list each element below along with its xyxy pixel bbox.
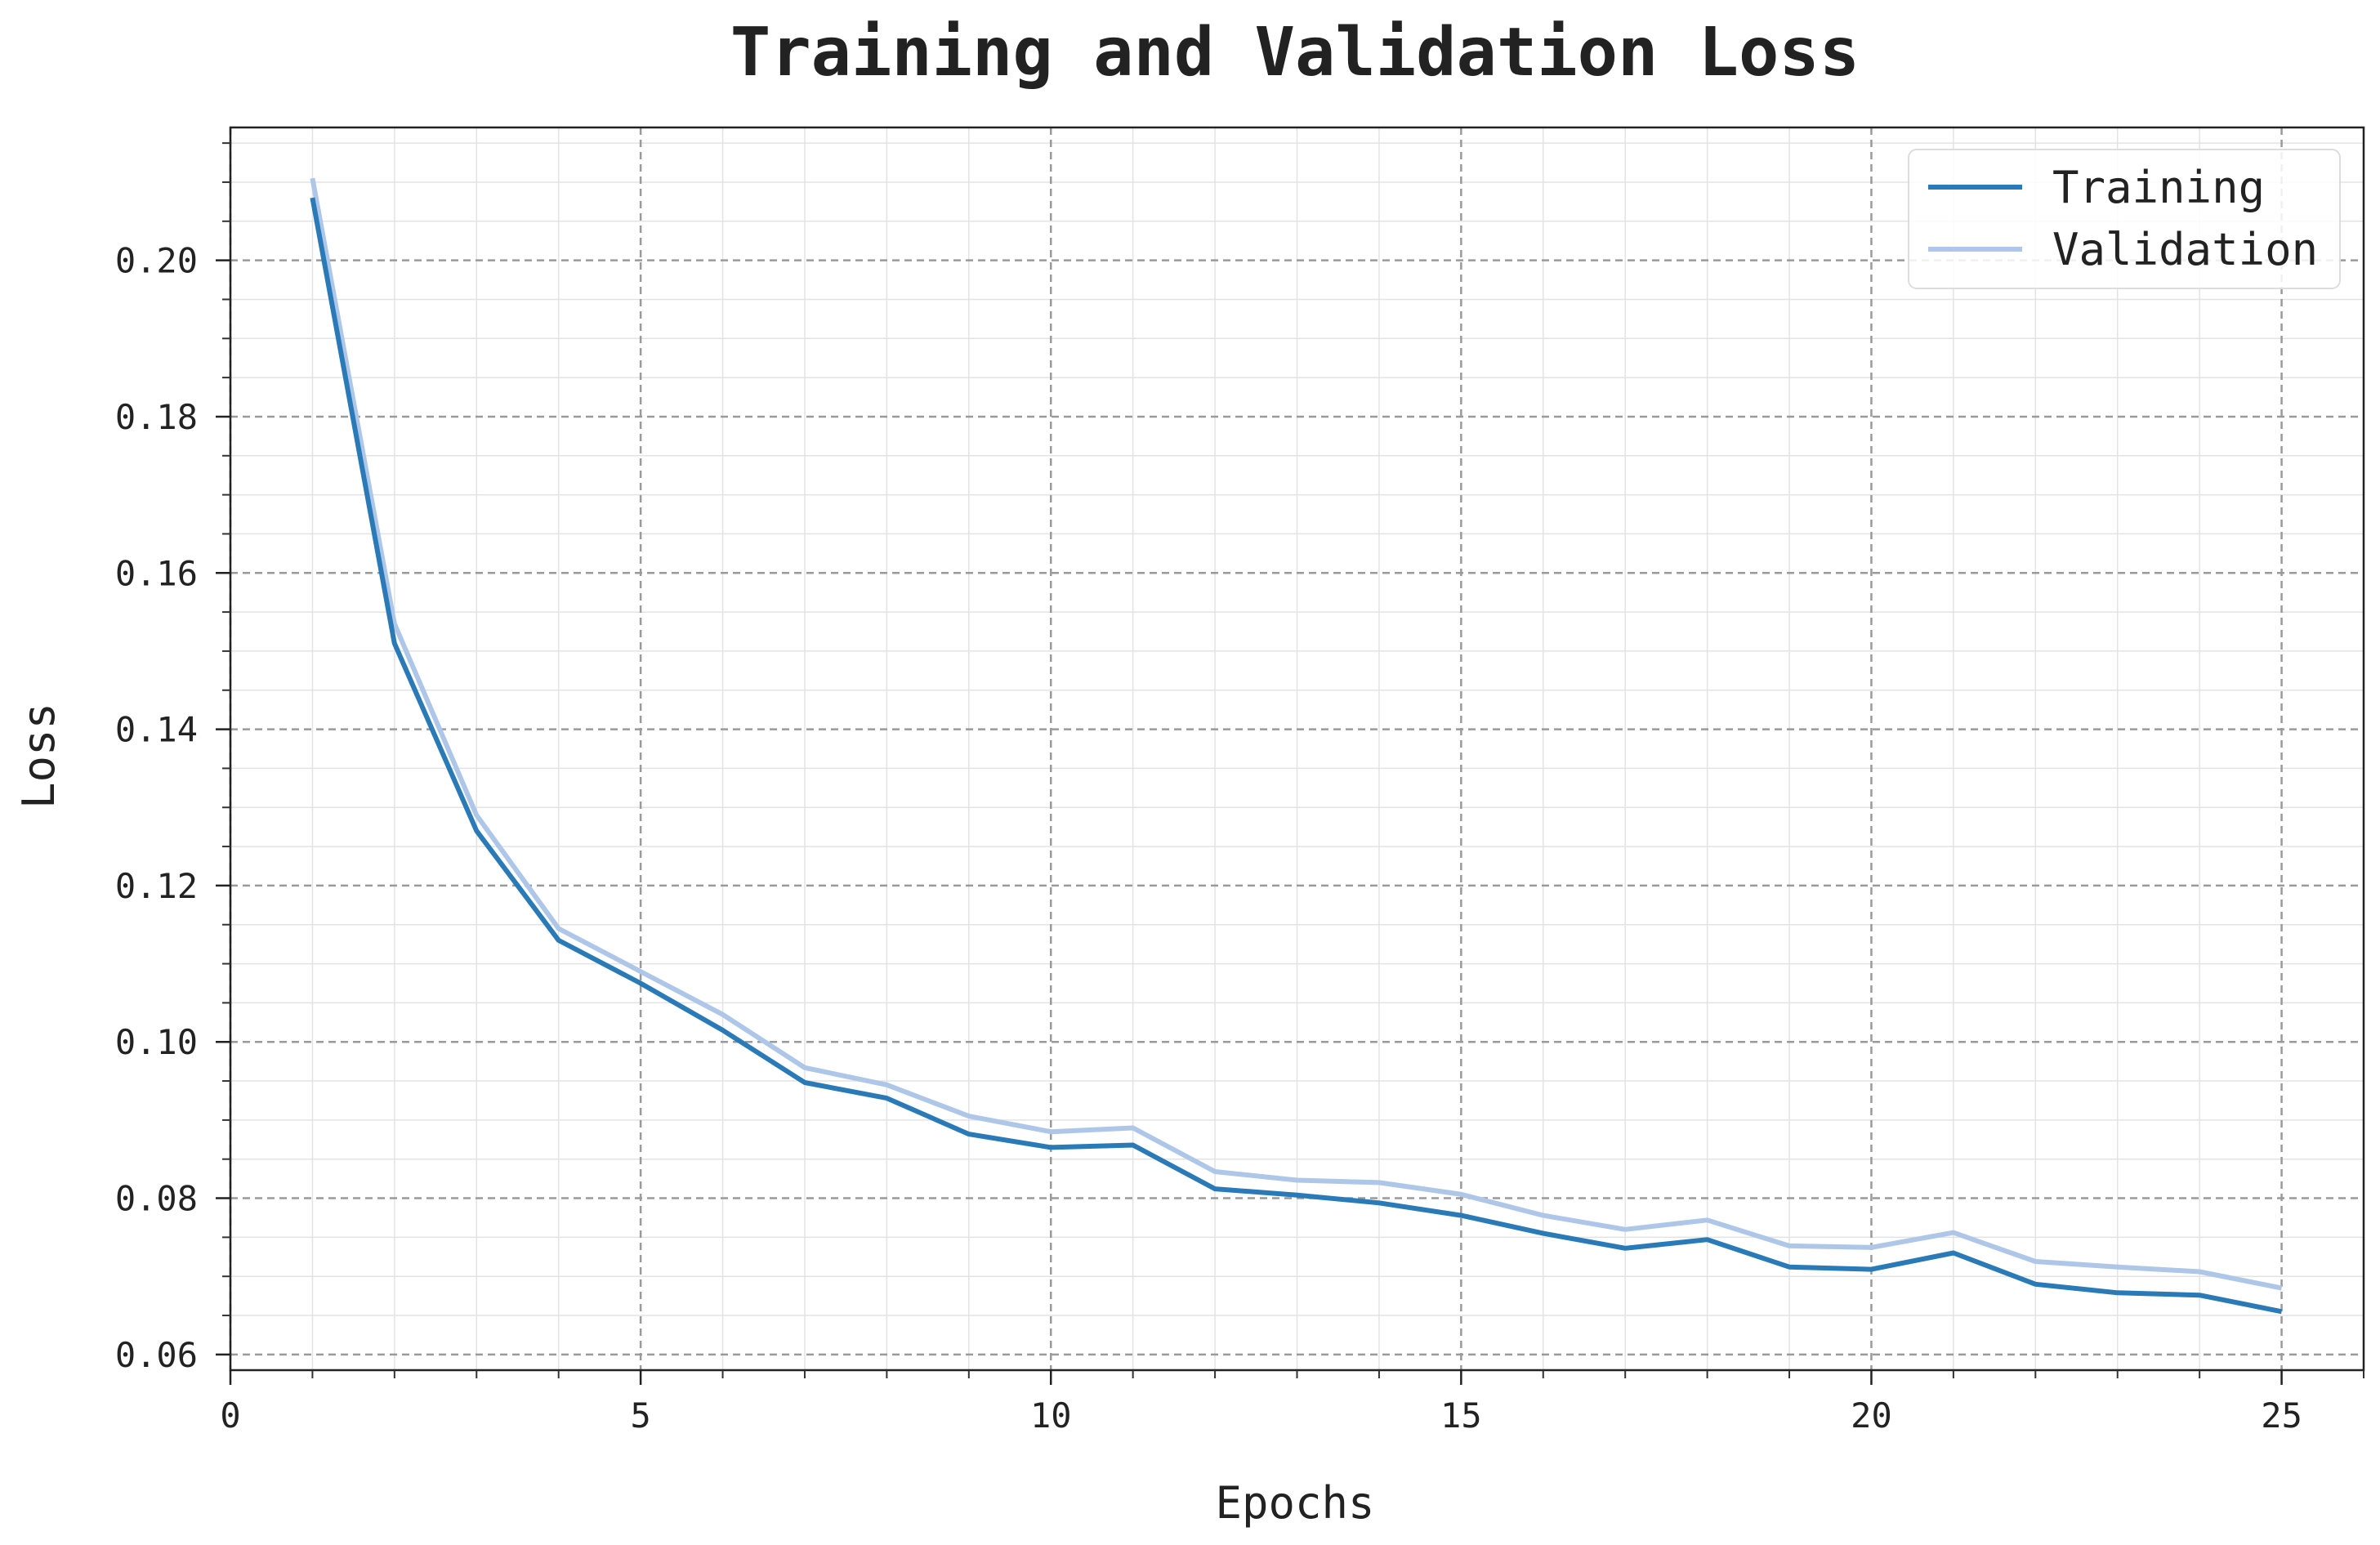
y-tick-label: 0.06	[115, 1335, 198, 1375]
y-tick-label: 0.14	[115, 710, 198, 750]
series-line-validation	[310, 177, 2283, 1291]
legend: Training Validation	[1908, 149, 2341, 289]
legend-box	[1908, 149, 2341, 289]
x-tick-label: 20	[1851, 1395, 1892, 1436]
y-tick-label: 0.16	[115, 553, 198, 593]
y-tick-label: 0.18	[115, 397, 198, 437]
chart-title: Training and Validation Loss	[730, 14, 1860, 92]
series-layer	[310, 177, 2283, 1315]
legend-label-training: Training	[2052, 162, 2265, 213]
x-tick-label: 25	[2261, 1395, 2302, 1436]
y-tick-label: 0.08	[115, 1179, 198, 1219]
y-axis-label: Loss	[13, 703, 65, 809]
x-tick-label: 10	[1030, 1395, 1072, 1436]
y-tick-label: 0.20	[115, 241, 198, 281]
y-tick-label: 0.12	[115, 866, 198, 906]
series-line-training	[310, 197, 2283, 1315]
x-tick-label: 5	[630, 1395, 650, 1436]
ticks-layer: 0 5 10 15 20 25 0.06 0.08 0.10 0.12 0.14 0.16 0.18 0.…	[115, 142, 2364, 1436]
y-tick-label: 0.10	[115, 1022, 198, 1062]
minor-grid	[230, 127, 2364, 1370]
legend-label-validation: Validation	[2052, 224, 2318, 275]
x-axis-label: Epochs	[1215, 1477, 1374, 1529]
x-tick-label: 0	[220, 1395, 240, 1436]
x-tick-label: 15	[1440, 1395, 1482, 1436]
